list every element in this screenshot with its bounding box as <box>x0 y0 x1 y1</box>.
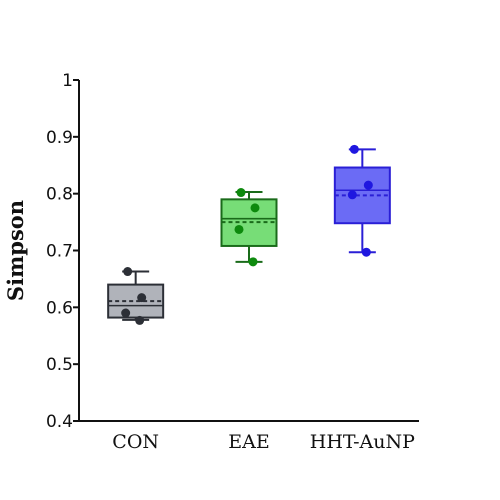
boxes <box>107 144 391 325</box>
data-point <box>347 190 357 200</box>
data-point <box>361 247 371 257</box>
x-category-label: HHT-AuNP <box>310 431 415 453</box>
data-point <box>137 293 147 303</box>
y-tick-label: 0.9 <box>46 128 73 148</box>
data-point <box>349 144 359 154</box>
box-group <box>333 144 391 257</box>
y-axis-title: Simpson <box>3 200 28 301</box>
box-group <box>220 188 278 267</box>
y-tick-label: 0.8 <box>46 185 73 205</box>
x-category-label: EAE <box>228 431 269 453</box>
data-point <box>250 203 260 213</box>
data-point <box>363 180 373 190</box>
data-point <box>248 257 258 267</box>
data-point <box>135 315 145 325</box>
x-category-label: CON <box>112 431 159 453</box>
data-point <box>121 308 131 318</box>
data-point <box>234 224 244 234</box>
data-point <box>236 188 246 198</box>
box-group <box>107 267 165 325</box>
y-tick-label: 0.5 <box>46 355 73 375</box>
y-tick-label: 0.4 <box>46 412 73 432</box>
x-labels: CON EAE HHT-AuNP <box>112 431 415 453</box>
y-tick-label: 0.7 <box>46 242 73 262</box>
data-point <box>123 267 133 277</box>
y-tick-label: 0.6 <box>46 298 73 318</box>
y-ticks: 0.4 0.5 0.6 0.7 0.8 0.9 1 <box>46 71 79 432</box>
y-tick-label: 1 <box>62 71 73 91</box>
